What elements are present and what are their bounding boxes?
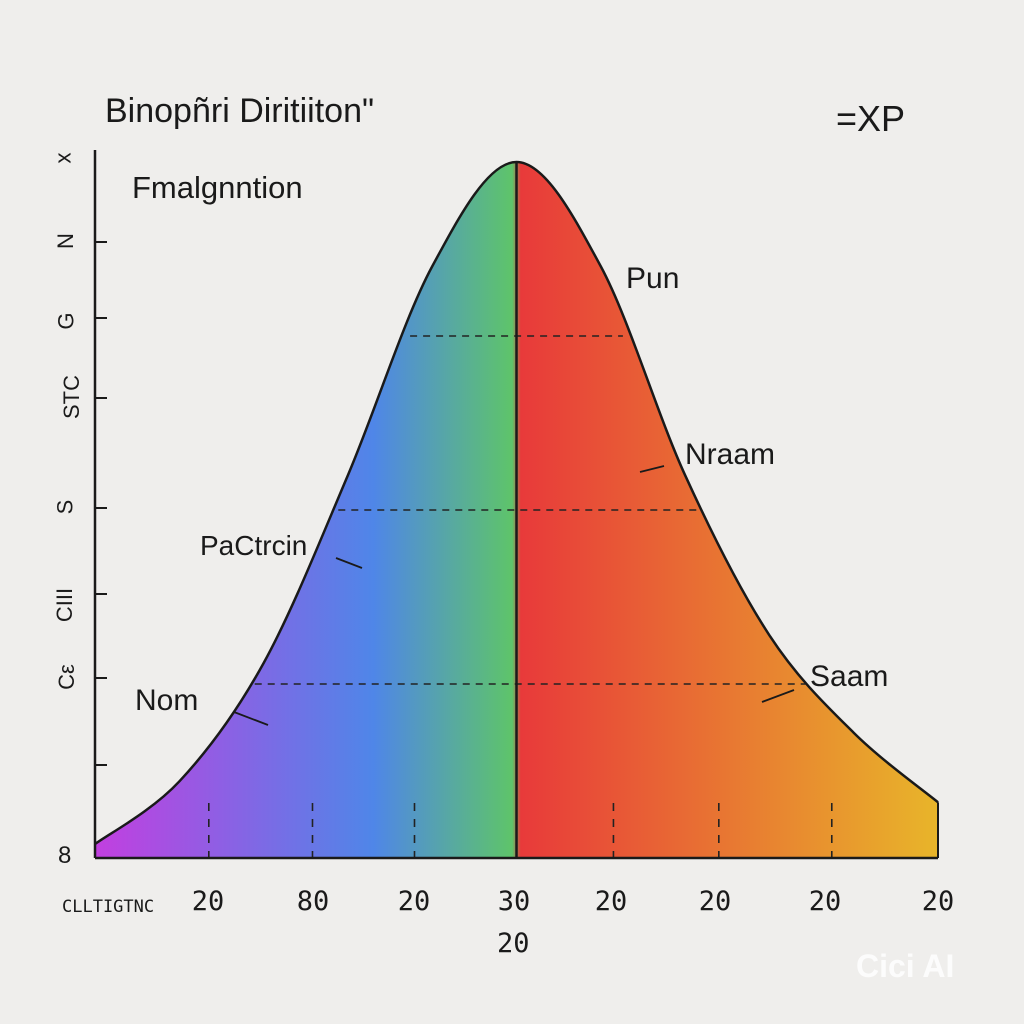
annotation-nraam: Nraam [685,438,776,471]
annotation-pactrcin: PaCtrcin [200,530,308,561]
annotation-leader [761,689,795,703]
y-tick-label: S [52,499,78,515]
annotation-nom: Nom [135,684,199,717]
y-tick-label: x [50,152,76,164]
x-tick-label: 20 [594,886,628,917]
y-tick-label: G [53,312,79,330]
y-tick-label: Cε [53,664,79,690]
annotation-leader [639,465,665,473]
x-tick-label: 20 [397,886,431,917]
y-tick-label: N [52,233,78,249]
annotation-leader [233,711,269,726]
x-axis-label: CLLTIGTNC [62,897,155,917]
chart-subtitle: Fmalgnntion [132,170,303,205]
x-tick-label: 20 [191,886,225,917]
annotation-leader [335,557,363,569]
watermark: Cici AI [856,948,955,984]
corner-label: =XP [836,98,906,139]
annotation-saam: Saam [810,660,889,693]
y-tick-label: STC [59,375,84,419]
y-tick-label: CIII [52,587,78,623]
y-tick-label: 8 [58,842,72,869]
x-tick-label: 30 [497,886,531,917]
x-tick-label: 80 [296,886,330,917]
x-tick-label: 20 [808,886,842,917]
annotation-pun: Pun [626,262,680,295]
x-tick-label: 20 [698,886,732,917]
x-tick-label: 20 [921,886,955,917]
x-extra-label: 20 [497,928,530,959]
chart-title: Binopñri Diritiiton" [105,92,375,130]
